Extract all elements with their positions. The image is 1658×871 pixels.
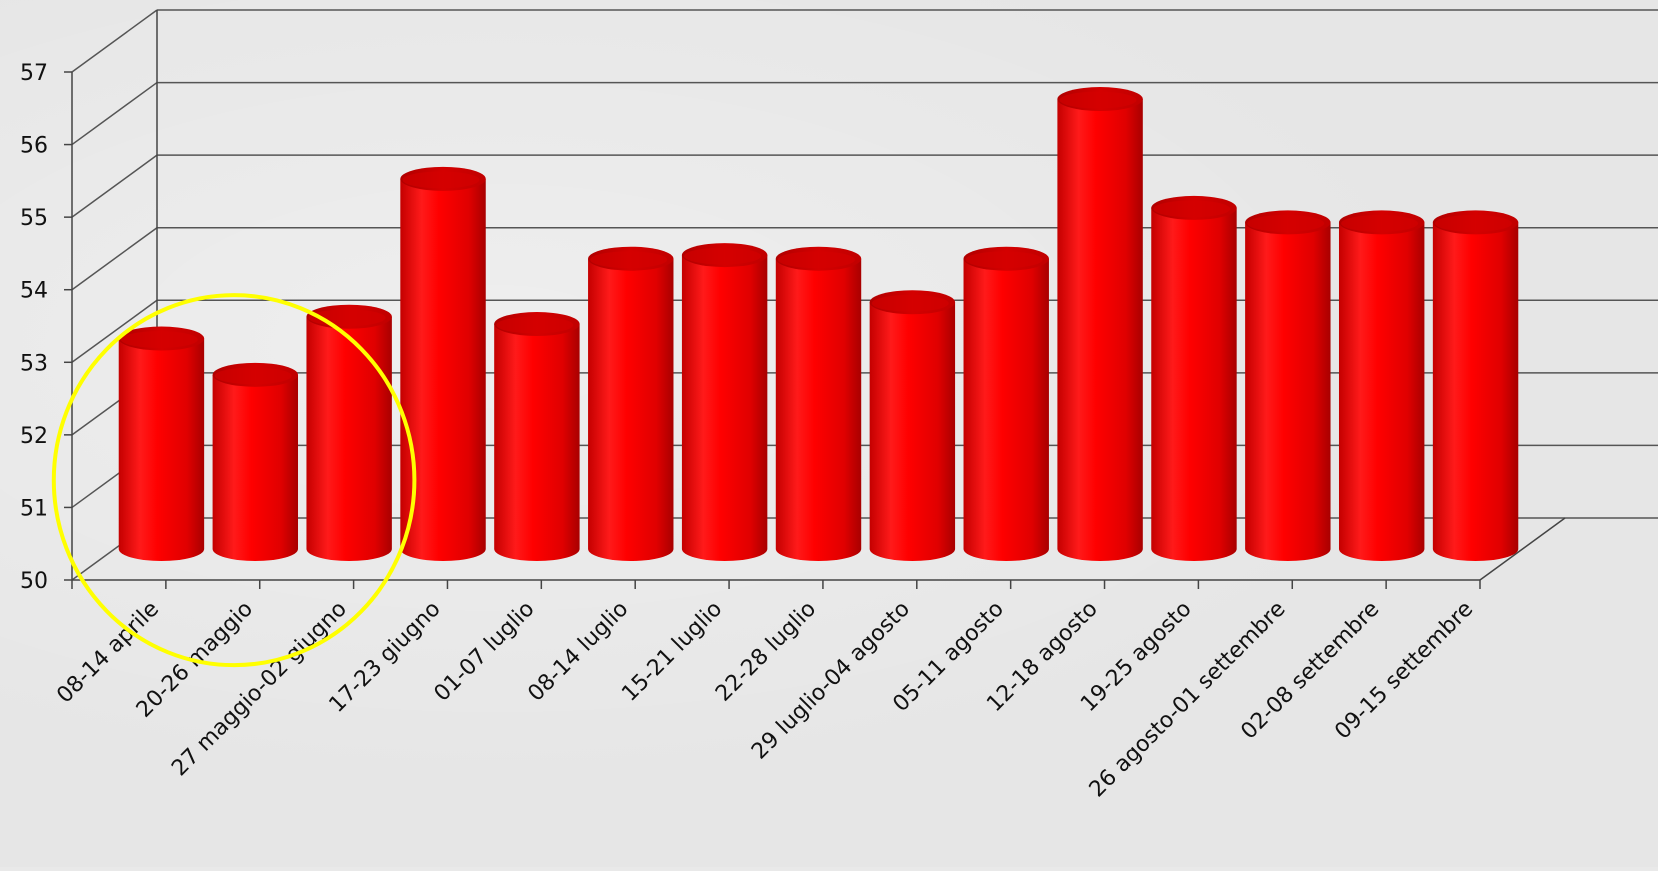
x-tick-label: 01-07 luglio — [430, 597, 540, 707]
bar — [775, 246, 862, 561]
bar — [400, 166, 486, 561]
bar — [1432, 210, 1519, 561]
bar — [494, 312, 580, 561]
bar — [306, 304, 392, 561]
bar-top-shade — [871, 294, 949, 312]
bar-top-shade — [402, 171, 480, 189]
bar-body — [775, 258, 862, 561]
x-tick-label: 08-14 luglio — [523, 597, 633, 707]
bar-body — [1245, 222, 1331, 561]
y-tick-label: 52 — [20, 424, 48, 449]
x-tick-label: 29 luglio-04 agosto — [747, 597, 915, 765]
bar — [118, 326, 205, 561]
bar-body — [1151, 207, 1237, 561]
bar-top-shade — [590, 251, 668, 269]
x-tick-label: 27 maggio-02 giugno — [167, 597, 352, 782]
bar-body — [681, 255, 768, 561]
y-tick-label: 57 — [20, 61, 48, 86]
bar-body — [306, 316, 392, 561]
x-tick-label: 26 agosto-01 settembre — [1085, 597, 1291, 803]
y-tick-label: 55 — [20, 206, 48, 231]
bar-body — [118, 338, 205, 561]
bar-top-shade — [214, 367, 292, 385]
bar-body — [212, 374, 299, 561]
bar-top-shade — [1341, 215, 1419, 232]
bar — [1245, 210, 1331, 561]
y-tick-label: 50 — [20, 569, 48, 594]
bar-top-shade — [1434, 215, 1512, 232]
bar — [588, 246, 674, 561]
highlight-ellipse — [51, 293, 417, 668]
bar — [963, 246, 1049, 561]
gridline-diagonal — [71, 81, 158, 146]
bar-body — [869, 302, 956, 561]
bars — [118, 87, 1519, 562]
y-axis: 50 51 52 53 54 55 56 57 — [20, 10, 158, 594]
bar-top-shade — [965, 251, 1043, 269]
bar-top-shade — [496, 316, 574, 334]
x-axis — [71, 517, 1566, 589]
bar — [212, 362, 299, 561]
bar-top-shade — [1247, 215, 1325, 232]
bar-top-shade — [684, 247, 761, 265]
y-tick-label: 56 — [20, 134, 48, 159]
bar-top-shade — [120, 331, 198, 348]
bar — [1151, 195, 1237, 561]
gridline-diagonal — [71, 299, 158, 363]
x-tick-label: 15-21 luglio — [617, 597, 727, 707]
gridline-diagonal — [71, 9, 158, 73]
gridline-diagonal — [71, 227, 158, 291]
bar-body — [1057, 99, 1143, 562]
bar-body — [588, 258, 674, 561]
bar — [1057, 87, 1143, 562]
gridline-diagonal — [71, 154, 158, 218]
bar — [1338, 210, 1425, 561]
bar-top-shade — [777, 251, 855, 269]
annotation-layer — [51, 293, 417, 668]
y-tick-label: 54 — [20, 279, 48, 304]
y-tick-label: 51 — [20, 496, 48, 521]
bar-body — [1432, 222, 1519, 561]
floor-right-edge — [1479, 517, 1566, 581]
bar — [681, 243, 768, 561]
y-tick-label: 53 — [20, 351, 48, 376]
bar-body — [400, 178, 486, 561]
bar-body — [494, 324, 580, 561]
bar-body — [963, 258, 1049, 561]
bar-top-shade — [1153, 200, 1231, 218]
bar-body — [1338, 222, 1425, 561]
bar-top-shade — [1059, 91, 1137, 109]
bar — [869, 290, 956, 561]
